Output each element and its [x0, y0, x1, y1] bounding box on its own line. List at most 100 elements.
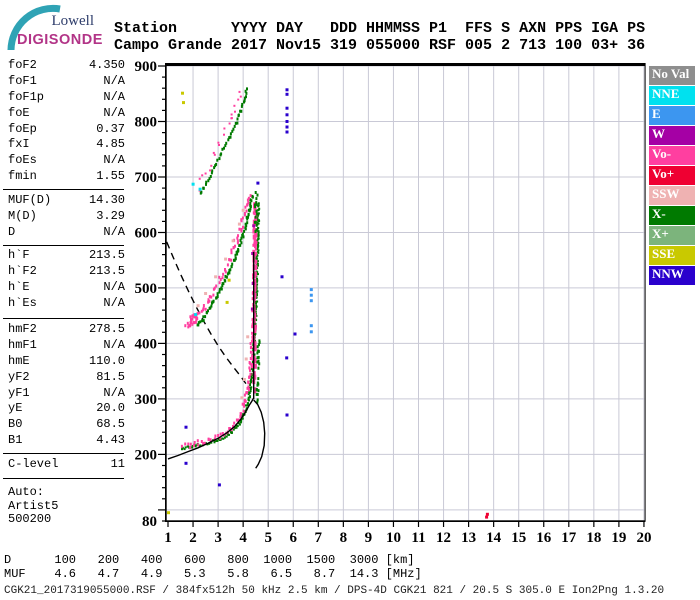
param-label: h`F2 — [8, 263, 37, 278]
legend-item-nnw: NNW — [649, 266, 695, 285]
stray-echo-points — [167, 88, 489, 519]
profile-hook-curve — [253, 399, 266, 469]
param-row-hme: hmE 110.0 — [8, 354, 125, 370]
param-value: N/A — [103, 279, 125, 294]
param-label: B1 — [8, 433, 23, 448]
header-field-names-row: Station YYYY DAY DDD HHMMSS P1 FFS S AXN… — [114, 20, 646, 37]
svg-text:8: 8 — [340, 530, 348, 546]
param-label: foF1 — [8, 73, 37, 88]
param-row-b0: B0 68.5 — [8, 417, 125, 433]
param-row-hf: h`F 213.5 — [8, 248, 125, 264]
param-row-mufd: MUF(D) 14.30 — [8, 193, 125, 209]
svg-text:300: 300 — [135, 392, 158, 408]
status-line: CGK21_2017319055000.RSF / 384fx512h 50 k… — [4, 585, 665, 597]
svg-text:1: 1 — [164, 530, 172, 546]
param-label: foF2 — [8, 58, 37, 72]
param-row-ye: yE 20.0 — [8, 401, 125, 417]
legend-item-x: X+ — [649, 226, 695, 245]
param-label: fmin — [8, 169, 37, 184]
trace-2f-green — [196, 194, 254, 327]
svg-text:11: 11 — [411, 530, 425, 546]
panel-divider — [3, 318, 124, 319]
param-group: C-level 11 — [8, 457, 125, 473]
param-value: 4.350 — [88, 58, 125, 72]
param-value: 81.5 — [96, 369, 125, 384]
logo-digisonde-text: DIGISONDE — [17, 32, 103, 48]
param-label: hmE — [8, 353, 30, 368]
param-value: 278.5 — [88, 322, 125, 336]
svg-text:400: 400 — [135, 336, 158, 352]
param-label: foF1p — [8, 89, 45, 104]
direction-color-legend: No Val NNE E W Vo- Vo+ SSW X- X+ SSE NNW — [649, 66, 695, 286]
param-label: h`Es — [8, 295, 37, 310]
param-group: h`F 213.5 h`F2 213.5 h`E N/A h`Es N/A — [8, 248, 125, 312]
svg-text:7: 7 — [315, 530, 323, 546]
param-group: MUF(D) 14.30 M(D) 3.29 D N/A — [8, 193, 125, 241]
param-group: foF2 4.350 foF1 N/A foF1p N/A foE N/A foEp 0.37 fx… — [8, 58, 125, 185]
param-value: 0.37 — [96, 121, 125, 136]
svg-text:10: 10 — [386, 530, 401, 546]
param-row-hmf1: hmF1 N/A — [8, 338, 125, 354]
param-label: foEp — [8, 121, 37, 136]
param-value: 68.5 — [96, 417, 125, 432]
trace-3f-green — [199, 87, 248, 195]
true-height-profile-curve — [167, 397, 255, 460]
svg-text:600: 600 — [135, 226, 158, 242]
y-axis-labels: 900 800 700 600 500 400 300 200 80 — [135, 59, 158, 530]
autoscaling-line: Artist5 — [8, 498, 59, 513]
svg-text:14: 14 — [486, 530, 502, 546]
param-value: 11 — [110, 457, 125, 471]
distance-row: D 100 200 400 600 800 1000 1500 3000 [km… — [4, 553, 415, 567]
param-row-foe: foE N/A — [8, 106, 125, 122]
param-row-foep: foEp 0.37 — [8, 122, 125, 138]
muf-transmission-curve — [166, 241, 252, 391]
param-row-yf1: yF1 N/A — [8, 386, 125, 402]
autoscaling-info: Auto: Artist5 500200 — [8, 485, 59, 527]
param-row-clevel: C-level 11 — [8, 457, 125, 473]
param-value: N/A — [103, 224, 125, 239]
param-label: D — [8, 224, 16, 239]
param-value: N/A — [103, 337, 125, 352]
legend-item-noval: No Val — [649, 66, 695, 85]
param-group: hmF2 278.5 hmF1 N/A hmE 110.0 yF2 81.5 yF1 N/A yE 2… — [8, 322, 125, 449]
svg-text:16: 16 — [536, 530, 552, 546]
param-row-b1: B1 4.43 — [8, 433, 125, 449]
plot-frame — [165, 63, 646, 522]
panel-divider — [3, 453, 124, 454]
param-label: h`F — [8, 248, 30, 262]
param-label: h`E — [8, 279, 30, 294]
svg-text:80: 80 — [142, 514, 157, 530]
param-row-fof2: foF2 4.350 — [8, 58, 125, 74]
param-value: N/A — [103, 73, 125, 88]
param-label: foEs — [8, 153, 37, 168]
svg-text:20: 20 — [636, 530, 651, 546]
param-value: 110.0 — [88, 353, 125, 368]
param-label: C-level — [8, 457, 59, 471]
svg-text:2: 2 — [189, 530, 197, 546]
param-label: hmF1 — [8, 337, 37, 352]
param-row-foes: foEs N/A — [8, 153, 125, 169]
param-value: N/A — [103, 153, 125, 168]
trace-3f-pink — [198, 90, 242, 192]
param-row-hmf2: hmF2 278.5 — [8, 322, 125, 338]
param-value: 1.55 — [96, 169, 125, 184]
param-label: yF1 — [8, 385, 30, 400]
svg-text:13: 13 — [461, 530, 476, 546]
param-label: fxI — [8, 137, 30, 152]
param-label: foE — [8, 105, 30, 120]
param-row-fxi: fxI 4.85 — [8, 137, 125, 153]
muf-row: MUF 4.6 4.7 4.9 5.3 5.8 6.5 8.7 14.3 [MH… — [4, 567, 422, 581]
asymptote-green-c — [253, 191, 259, 233]
legend-item-e: E — [649, 106, 695, 125]
x-axis-labels: 1 2 3 4 5 6 7 8 9 10 11 12 13 14 15 16 17 18 19 20 — [164, 530, 651, 546]
param-value: 213.5 — [88, 263, 125, 278]
svg-text:4: 4 — [239, 530, 247, 546]
param-row-he: h`E N/A — [8, 280, 125, 296]
autoscaling-line: Auto: — [8, 485, 45, 499]
panel-divider — [3, 478, 124, 479]
param-row-fmin: fmin 1.55 — [8, 169, 125, 185]
trace-f1-pink — [180, 209, 258, 450]
legend-item-x: X- — [649, 206, 695, 225]
